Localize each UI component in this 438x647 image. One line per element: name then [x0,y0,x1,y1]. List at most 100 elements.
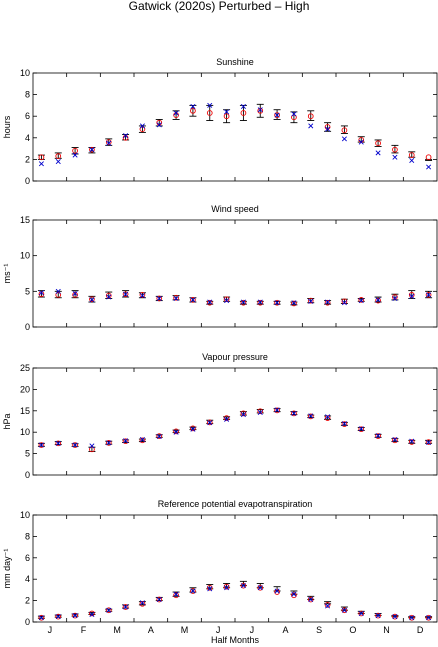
observed-point-stroke [190,297,196,303]
observed-point [89,297,95,303]
observed-point-stroke [156,433,162,439]
observed-point [426,292,432,298]
x-tick-label: J [250,625,255,635]
model-mean-point [307,413,314,420]
model-mean-point [89,296,95,303]
observed-point-stroke [274,300,280,306]
y-tick-label: 6 [25,111,30,121]
observed-point-stroke [426,439,432,445]
observed-point-stroke [72,613,78,619]
observed-point-stroke [38,290,44,296]
observed-point-stroke [173,110,179,116]
y-tick-label: 10 [20,251,30,261]
observed-point [139,436,145,442]
observed-point [173,295,179,301]
observed-point-stroke [207,299,213,305]
observed-point-stroke [392,295,398,301]
x-tick-label: F [81,625,87,635]
model-mean-point [72,147,78,154]
panel-title: Sunshine [216,57,254,67]
observed-point [72,442,78,448]
observed-point-stroke [308,298,314,304]
model-mean-point [324,602,331,608]
observed-point-stroke [156,597,162,603]
range-bar [324,122,332,132]
model-mean-point [341,298,348,305]
observed-point-stroke [325,299,331,305]
observed-point-stroke [240,412,246,418]
observed-point-stroke [257,585,263,591]
observed-point-stroke [325,414,331,420]
panel-3: Vapour pressure 0 5 10 15 20 25 hPa [2,352,438,480]
observed-point [375,433,381,439]
observed-point-stroke [89,611,95,618]
figure-title: Gatwick (2020s) Perturbed – High [129,0,310,13]
observed-point [190,426,196,432]
observed-point-stroke [257,299,263,305]
model-mean-point [257,584,264,591]
observed-point-stroke [409,615,415,621]
observed-point [106,294,112,300]
observed-point-stroke [139,600,145,606]
x-tick-label: J [48,625,53,635]
observed-point-stroke [358,139,364,145]
observed-point [156,433,162,439]
observed-point-stroke [72,152,78,158]
observed-point-stroke [207,102,213,108]
observed-point [358,139,364,145]
model-mean-point [105,607,112,614]
observed-point [274,588,280,594]
model-mean-point [223,415,230,421]
observed-point [240,299,246,305]
observed-point-stroke [358,298,364,304]
model-mean-point [375,297,381,304]
observed-point-stroke [55,288,61,294]
model-mean-point [122,291,129,298]
observed-point [38,442,44,448]
model-mean-point [291,300,297,307]
observed-point-stroke [409,293,415,299]
observed-point [139,293,145,299]
observed-point [426,439,432,445]
observed-point-stroke [308,413,314,419]
model-mean-point [375,433,381,439]
observed-point-stroke [224,416,230,422]
model-mean-point [425,614,432,621]
x-tick-label: O [349,625,356,635]
observed-point [72,613,78,619]
observed-point [291,111,297,117]
observed-point-stroke [240,583,246,589]
model-mean-point [156,433,163,439]
observed-point [224,416,230,422]
y-tick-label: 0 [25,617,30,627]
observed-point [55,440,61,446]
y-tick-label: 25 [20,363,30,373]
observed-point-stroke [190,103,196,109]
model-mean-point [206,419,213,426]
observed-point [240,103,246,109]
observed-point-stroke [89,147,95,153]
observed-point-stroke [190,588,196,594]
observed-point [173,110,179,116]
observed-point [409,157,415,163]
observed-point [123,133,129,139]
model-mean-point [392,294,398,300]
observed-point [72,290,78,296]
model-mean-point [89,146,95,153]
model-mean-point [206,584,213,591]
observed-point [291,591,297,597]
observed-point-stroke [89,297,95,303]
observed-point [341,136,347,142]
observed-point [274,300,280,306]
observed-point [375,150,381,156]
model-mean-point [274,589,280,595]
observed-point [72,152,78,158]
model-mean-point [223,583,230,590]
observed-point-stroke [325,126,331,132]
y-axis-label: hours [2,115,12,138]
panel-title: Vapour pressure [202,352,268,362]
observed-point-stroke [392,436,398,442]
observed-point-stroke [308,597,314,603]
observed-point-stroke [55,159,61,165]
